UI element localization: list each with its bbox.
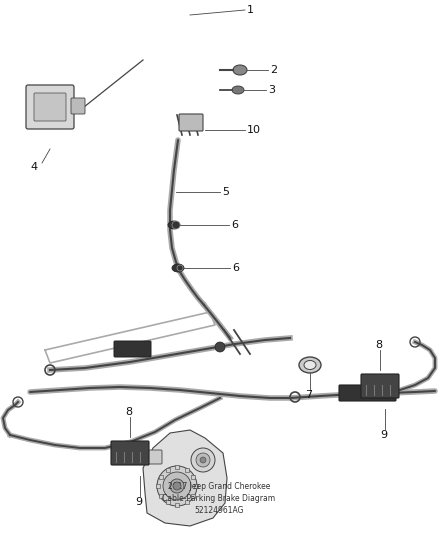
FancyBboxPatch shape	[361, 374, 399, 398]
Text: 9: 9	[135, 497, 142, 507]
Text: 2017 Jeep Grand Cherokee
Cable-Parking Brake Diagram
52124961AG: 2017 Jeep Grand Cherokee Cable-Parking B…	[162, 482, 276, 515]
Ellipse shape	[304, 360, 316, 369]
FancyBboxPatch shape	[175, 503, 179, 507]
Text: 5: 5	[222, 187, 229, 197]
FancyBboxPatch shape	[184, 467, 188, 472]
FancyBboxPatch shape	[26, 85, 74, 129]
FancyBboxPatch shape	[156, 484, 160, 488]
FancyBboxPatch shape	[184, 500, 188, 504]
Ellipse shape	[168, 221, 180, 229]
Circle shape	[215, 342, 225, 352]
FancyBboxPatch shape	[71, 98, 85, 114]
FancyBboxPatch shape	[194, 484, 198, 488]
Text: 2: 2	[270, 65, 277, 75]
FancyBboxPatch shape	[159, 474, 162, 479]
FancyBboxPatch shape	[166, 500, 170, 504]
FancyBboxPatch shape	[339, 385, 396, 401]
Text: 3: 3	[268, 85, 275, 95]
Text: 6: 6	[232, 263, 239, 273]
Text: 6: 6	[231, 220, 238, 230]
Circle shape	[163, 472, 191, 500]
FancyBboxPatch shape	[34, 93, 66, 121]
FancyBboxPatch shape	[175, 465, 179, 469]
Circle shape	[196, 453, 210, 467]
Text: 1: 1	[247, 5, 254, 15]
Ellipse shape	[233, 65, 247, 75]
Ellipse shape	[172, 264, 184, 272]
Text: 4: 4	[30, 162, 37, 172]
FancyBboxPatch shape	[114, 341, 151, 357]
FancyBboxPatch shape	[191, 494, 195, 497]
FancyBboxPatch shape	[191, 474, 195, 479]
Circle shape	[200, 457, 206, 463]
Ellipse shape	[232, 86, 244, 94]
Text: 9: 9	[380, 430, 387, 440]
Text: 10: 10	[247, 125, 261, 135]
Circle shape	[170, 479, 184, 493]
Circle shape	[191, 448, 215, 472]
Text: 7: 7	[305, 390, 312, 400]
Text: 8: 8	[375, 340, 382, 350]
FancyBboxPatch shape	[179, 114, 203, 131]
Circle shape	[157, 466, 197, 506]
FancyBboxPatch shape	[159, 494, 162, 497]
FancyBboxPatch shape	[166, 467, 170, 472]
Polygon shape	[143, 430, 227, 526]
FancyBboxPatch shape	[142, 450, 162, 464]
Circle shape	[173, 482, 181, 490]
FancyBboxPatch shape	[111, 441, 149, 465]
Text: 8: 8	[125, 407, 132, 417]
Ellipse shape	[299, 357, 321, 373]
